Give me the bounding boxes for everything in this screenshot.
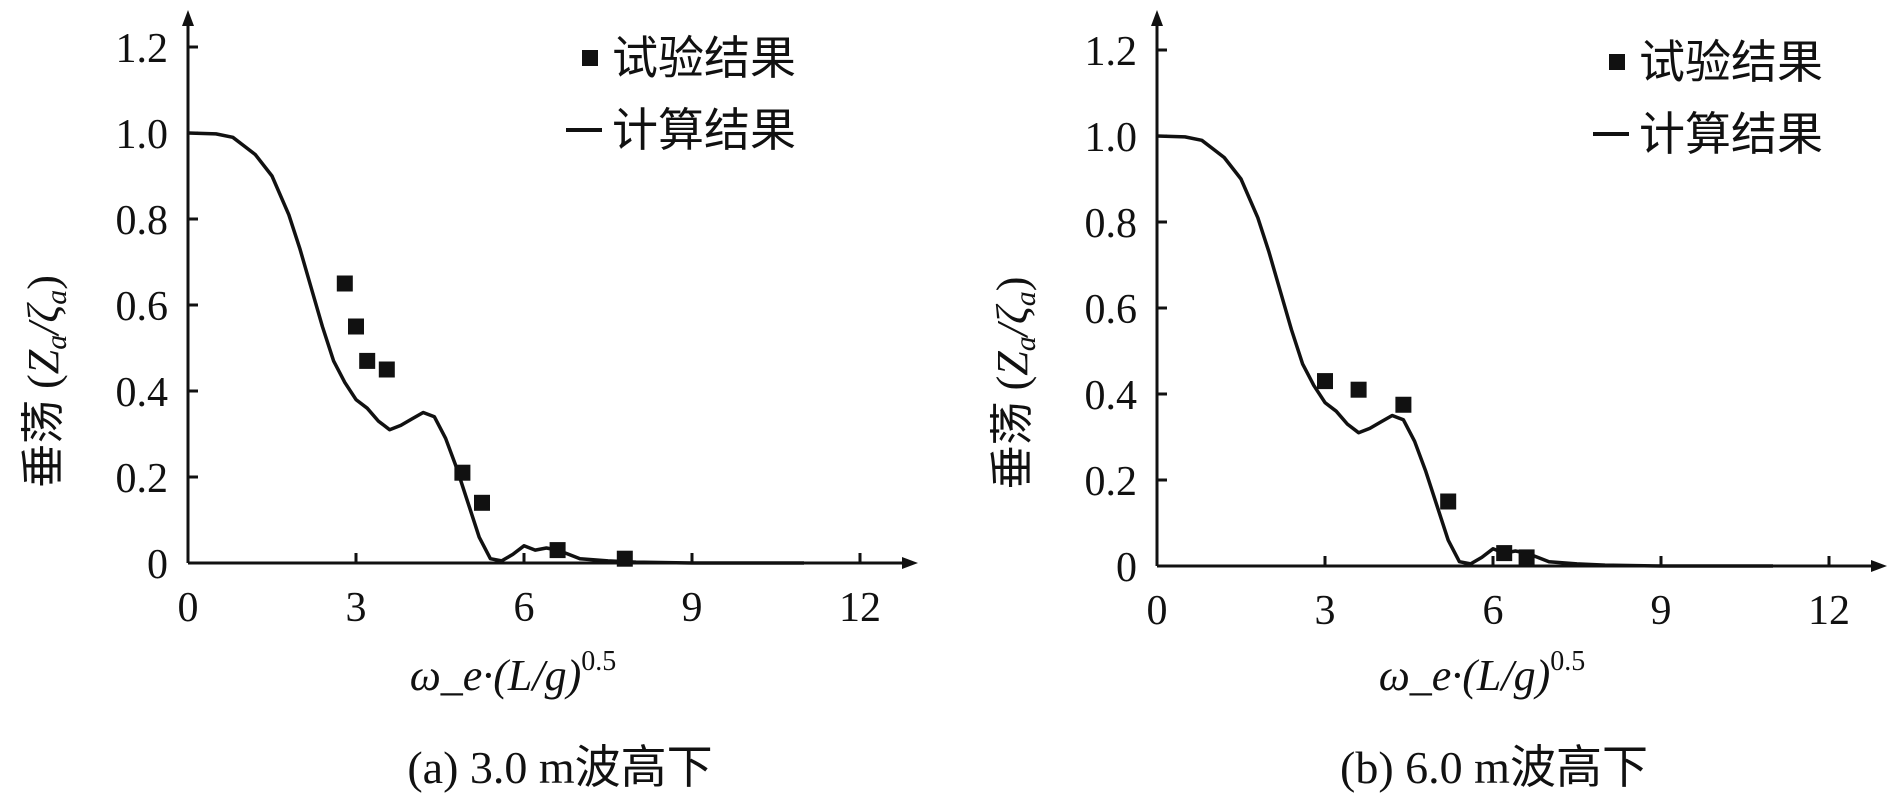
x-tick-label: 0 [1147,588,1168,634]
y-tick-label: 1.2 [116,26,169,72]
y-axis-label: 垂荡 (Za/ζa) [19,275,73,488]
y-tick-label: 1.0 [116,112,169,158]
experiment-marker [336,275,353,292]
experiment-marker [549,542,566,559]
x-tick-label: 12 [1808,588,1850,634]
experiment-marker [1350,381,1367,398]
legend-experiment-label: 试验结果 [612,33,796,84]
x-tick-label: 3 [1315,588,1336,634]
y-tick-label: 0.6 [1085,287,1138,333]
x-tick-label: 9 [1651,588,1672,634]
legend-marker-symbol [582,50,598,66]
y-label-var: /ζ [19,302,68,338]
y-label-text: ) [988,277,1037,292]
y-tick-label: 0.4 [1085,373,1138,419]
y-axis-arrow [1151,10,1163,26]
y-label-text: 垂荡 ( [988,376,1037,490]
calculation-line [187,131,804,565]
y-label-var: Z [988,351,1037,376]
y-tick-label: 0.8 [1085,201,1138,247]
x-axis-label: ω_e·(L/g)0.5 [410,646,617,700]
y-axis-arrow [182,10,194,26]
x-axis-label: ω_e·(L/g)0.5 [1379,646,1586,700]
y-label-sub: a [1009,291,1042,306]
y-axis-label: 垂荡 (Za/ζa) [988,277,1042,490]
experiment-marker [1395,396,1412,413]
y-tick-label: 0 [147,542,168,588]
experiment-marker [1518,549,1535,566]
y-label-sub: a [40,290,73,305]
x-tick-label: 6 [1483,588,1504,634]
experiment-marker [378,361,395,378]
y-label-sub: a [1009,336,1042,351]
experiment-marker [1440,493,1457,510]
x-axis-arrow [902,557,918,569]
y-label-sub: a [40,335,73,350]
x-tick-label: 12 [839,585,881,631]
y-label-var: /ζ [988,303,1037,339]
x-label-sup: 0.5 [581,646,616,677]
calculation-line [1156,134,1773,568]
y-label-text: 垂荡 ( [19,374,68,488]
y-tick-label: 0.2 [116,456,169,502]
experiment-marker [1317,373,1333,390]
y-tick-label: 1.0 [1085,115,1138,161]
experiment-marker [1496,545,1513,562]
x-label-base: ω_e·(L/g) [410,651,582,700]
y-tick-label: 0.6 [116,284,169,330]
panel-a: 0 0.2 0.4 0.6 0.8 1.0 1.2 0 3 6 9 12 垂荡 (Za/ζa) ω_e·(… [19,10,918,793]
experiment-marker [474,494,490,511]
y-label-text: ) [19,275,68,290]
y-tick-label: 0.4 [116,370,169,416]
y-tick-label: 1.2 [1085,29,1138,75]
figure-caption: (a) 3.0 m波高下 [407,742,712,793]
y-tick-label: 0 [1116,545,1137,591]
experiment-marker [616,550,633,567]
experiment-marker [359,352,376,369]
legend-calculation-label: 计算结果 [1639,109,1823,160]
x-tick-label: 9 [682,585,703,631]
figure-caption: (b) 6.0 m波高下 [1340,742,1648,793]
x-label-base: ω_e·(L/g) [1379,651,1551,700]
legend-calculation-label: 计算结果 [612,105,796,156]
panel-b: 0 0.2 0.4 0.6 0.8 1.0 1.2 0 3 6 9 12 垂荡 (Za/ζa) ω_e·(… [988,10,1887,793]
legend-experiment-label: 试验结果 [1639,37,1823,88]
x-tick-label: 3 [346,585,367,631]
legend-marker-symbol [1609,54,1625,70]
y-tick-label: 0.8 [116,198,169,244]
y-tick-label: 0.2 [1085,459,1138,505]
experiment-marker [454,464,471,481]
x-label-sup: 0.5 [1550,646,1585,677]
x-tick-label: 6 [514,585,535,631]
experiment-marker [348,318,364,335]
x-axis-arrow [1871,560,1887,572]
x-tick-label: 0 [178,585,199,631]
y-label-var: Z [19,349,68,374]
